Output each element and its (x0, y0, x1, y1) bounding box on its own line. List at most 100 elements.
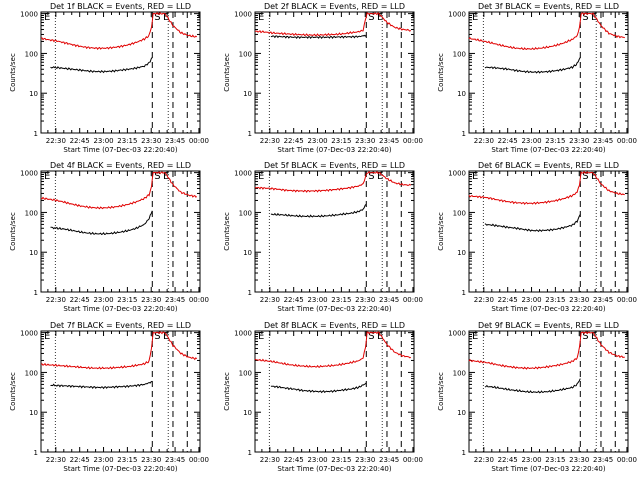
x-tick-label: 00:00 (617, 456, 637, 464)
y-tick-label: 10 (29, 249, 38, 257)
x-tick-label: 22:30 (474, 296, 494, 304)
y-tick-label: 10 (457, 90, 466, 98)
start-marker-label: S (582, 171, 588, 182)
x-axis-label: Start Time (07-Dec-03 22:20:40) (63, 305, 177, 313)
y-tick-label: 1000 (448, 330, 466, 338)
x-tick-label: 22:45 (284, 137, 304, 145)
panel-det-1: Det 1f BLACK = Events, RED = LLD 1 10 100 10… (9, 2, 209, 154)
x-tick-label: 23:45 (593, 296, 613, 304)
start-marker-label: S (582, 12, 588, 23)
x-tick-label: 23:30 (141, 456, 161, 464)
y-tick-label: 10 (29, 90, 38, 98)
y-tick-label: 10 (243, 409, 252, 417)
panel-det-5: Det 5f BLACK = Events, RED = LLD 1 10 100 10… (223, 161, 423, 313)
plot-frame (468, 170, 629, 293)
x-tick-label: 22:30 (46, 296, 66, 304)
y-axis-label: Counts/sec (223, 212, 231, 251)
x-tick-label: 22:45 (284, 456, 304, 464)
lld-series-line (254, 12, 412, 37)
events-series-line (270, 34, 367, 40)
y-tick-label: 1 (34, 449, 38, 457)
y-axis-label: Counts/sec (9, 372, 17, 411)
x-tick-label: 22:30 (46, 456, 66, 464)
end-marker-label: E (377, 331, 383, 342)
end-marker-label: E (591, 171, 597, 182)
x-tick-label: 00:00 (403, 137, 423, 145)
y-tick-label: 100 (25, 50, 38, 58)
x-tick-label: 00:00 (189, 296, 209, 304)
x-tick-label: 22:30 (46, 137, 66, 145)
y-tick-label: 10 (243, 90, 252, 98)
x-tick-label: 23:15 (331, 137, 351, 145)
x-tick-label: 23:15 (331, 296, 351, 304)
x-tick-label: 22:30 (474, 137, 494, 145)
lld-series-line (468, 12, 625, 50)
edge-marker-label: E (258, 12, 264, 23)
y-tick-label: 1000 (448, 170, 466, 178)
y-tick-label: 1 (462, 289, 466, 297)
x-tick-label: 23:30 (355, 296, 375, 304)
y-tick-label: 100 (453, 369, 466, 377)
x-tick-label: 22:45 (70, 456, 90, 464)
plot-frame (254, 330, 415, 453)
start-marker-label: S (154, 12, 160, 23)
panel-det-2: Det 2f BLACK = Events, RED = LLD 1 10 100 10… (223, 2, 423, 154)
x-tick-label: 23:45 (165, 137, 185, 145)
x-axis-label: Start Time (07-Dec-03 22:20:40) (277, 305, 391, 313)
plot-frame (40, 170, 201, 293)
x-axis-label: Start Time (07-Dec-03 22:20:40) (491, 146, 605, 154)
y-axis-label: Counts/sec (223, 372, 231, 411)
end-marker-label: E (163, 171, 169, 182)
y-tick-label: 1000 (234, 170, 252, 178)
panel-det-8: Det 8f BLACK = Events, RED = LLD 1 10 100 10… (223, 321, 423, 473)
x-tick-label: 00:00 (403, 456, 423, 464)
x-tick-label: 22:30 (260, 456, 280, 464)
x-tick-label: 23:00 (307, 137, 327, 145)
x-tick-label: 23:15 (117, 456, 137, 464)
y-tick-label: 100 (239, 209, 252, 217)
x-tick-label: 23:15 (117, 137, 137, 145)
x-tick-label: 22:45 (498, 456, 518, 464)
events-series-line (484, 214, 581, 233)
events-series-line (484, 378, 581, 394)
x-axis-label: Start Time (07-Dec-03 22:20:40) (491, 305, 605, 313)
y-tick-label: 100 (25, 209, 38, 217)
start-marker-label: S (154, 171, 160, 182)
x-tick-label: 22:45 (498, 137, 518, 145)
panel-title: Det 2f BLACK = Events, RED = LLD (264, 2, 405, 11)
plot-frame (468, 11, 629, 134)
plot-frame (254, 11, 415, 134)
x-tick-label: 23:15 (545, 296, 565, 304)
edge-marker-label: E (44, 12, 50, 23)
events-series-line (50, 210, 153, 236)
panel-det-9: Det 9f BLACK = Events, RED = LLD 1 10 100 10… (437, 321, 637, 473)
x-tick-label: 22:30 (474, 456, 494, 464)
start-marker-label: S (368, 12, 374, 23)
y-tick-label: 1 (462, 130, 466, 138)
x-tick-label: 23:45 (165, 456, 185, 464)
x-tick-label: 23:15 (117, 296, 137, 304)
x-tick-label: 00:00 (617, 296, 637, 304)
x-tick-label: 22:45 (70, 137, 90, 145)
y-tick-label: 1 (462, 449, 466, 457)
start-marker-label: S (368, 331, 374, 342)
x-tick-label: 23:45 (165, 296, 185, 304)
y-axis-label: Counts/sec (437, 212, 445, 251)
x-tick-label: 22:30 (260, 137, 280, 145)
y-tick-label: 1000 (234, 330, 252, 338)
x-tick-label: 22:45 (498, 296, 518, 304)
end-marker-label: E (377, 171, 383, 182)
lld-series-line (468, 331, 625, 370)
y-tick-label: 100 (453, 50, 466, 58)
panel-title: Det 6f BLACK = Events, RED = LLD (478, 161, 619, 170)
x-tick-label: 23:30 (141, 137, 161, 145)
plot-frame (254, 170, 415, 293)
panel-title: Det 1f BLACK = Events, RED = LLD (50, 2, 191, 11)
y-tick-label: 1000 (234, 11, 252, 19)
x-tick-label: 23:15 (545, 137, 565, 145)
edge-marker-label: E (258, 171, 264, 182)
plot-frame (468, 330, 629, 453)
x-tick-label: 23:00 (521, 456, 541, 464)
edge-marker-label: E (472, 331, 478, 342)
y-tick-label: 1 (248, 449, 252, 457)
